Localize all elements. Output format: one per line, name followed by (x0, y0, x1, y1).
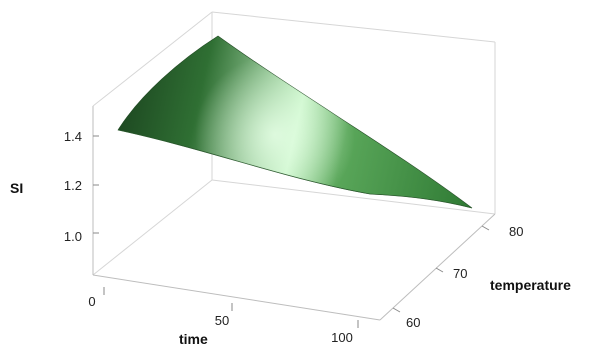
time-axis: 0 50 100 time (88, 274, 381, 347)
box-back-top-edge (211, 11, 496, 43)
temperature-tick-label: 80 (509, 224, 523, 239)
temperature-axis: 60 70 80 temperature (379, 213, 571, 330)
surface (117, 35, 473, 209)
box-top-left-edge (92, 11, 213, 107)
surface-lower-edge (117, 129, 473, 209)
z-axis: 1.0 1.2 1.4 SI (10, 106, 99, 275)
time-axis-line (92, 274, 381, 321)
time-tick-label: 100 (331, 330, 353, 345)
box-floor-back-edge (211, 179, 496, 215)
temperature-tick-mark (392, 307, 401, 313)
temperature-tick-mark (481, 225, 490, 231)
time-tick-label: 0 (88, 294, 95, 309)
temperature-tick-mark (435, 267, 444, 273)
z-tick-label: 1.2 (64, 178, 82, 193)
z-tick-label: 1.4 (64, 129, 82, 144)
temperature-tick-label: 60 (406, 315, 420, 330)
time-axis-title: time (179, 331, 208, 347)
time-tick-label: 50 (215, 313, 229, 328)
temperature-tick-label: 70 (453, 266, 467, 281)
surface-highlight (118, 36, 472, 208)
temperature-axis-title: temperature (490, 277, 571, 293)
box-floor-left-edge (92, 179, 213, 276)
z-tick-label: 1.0 (64, 229, 82, 244)
z-axis-title: SI (10, 180, 23, 196)
temperature-axis-line (379, 213, 496, 321)
